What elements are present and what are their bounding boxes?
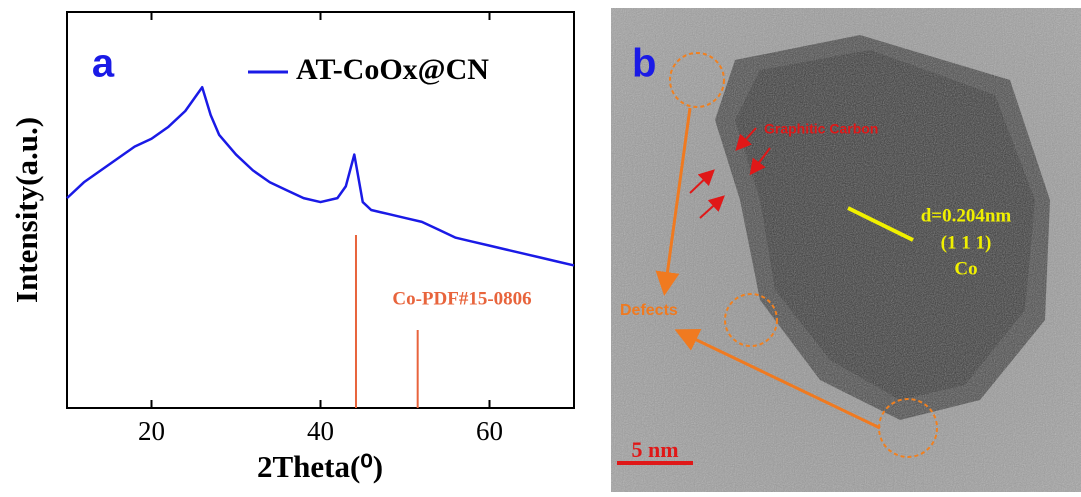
annotation: Graphitic Carbon xyxy=(764,121,878,137)
panel-label: a xyxy=(92,42,115,86)
x-tick-label: 20 xyxy=(138,416,165,446)
arrow xyxy=(735,127,757,151)
annotation: Co xyxy=(954,258,977,279)
x-tick-label: 60 xyxy=(476,416,503,446)
image-texture xyxy=(611,8,1081,492)
y-axis-label: Intensity(a.u.) xyxy=(9,117,44,303)
annotation: (1 1 1) xyxy=(941,232,992,253)
arrow xyxy=(689,169,715,194)
legend-label: AT-CoOx@CN xyxy=(296,53,489,86)
arrow xyxy=(674,328,881,430)
defect-circle xyxy=(669,52,725,108)
reference-label: Co-PDF#15-0806 xyxy=(392,288,531,309)
arrow xyxy=(699,195,725,219)
x-axis-label: 2Theta(⁰) xyxy=(257,449,383,484)
data-line xyxy=(66,85,575,267)
annotation: d=0.204nm xyxy=(921,205,1012,226)
annotation: Defects xyxy=(620,302,678,319)
defect-circle xyxy=(878,398,938,458)
scale-bar-label: 5 nm xyxy=(631,437,678,462)
arrow xyxy=(655,107,692,296)
panel-label: b xyxy=(632,42,656,86)
tem-image: b Graphitic Carbon d=0.204nm (1 1 1) Co … xyxy=(611,8,1081,492)
xrd-chart: a 2Theta(⁰) Intensity(a.u.) 20 40 60 Co-PDF… xyxy=(9,11,575,484)
arrow xyxy=(749,147,771,176)
lattice-line xyxy=(847,206,914,242)
x-tick-label: 40 xyxy=(307,416,334,446)
defect-circle xyxy=(724,293,778,347)
